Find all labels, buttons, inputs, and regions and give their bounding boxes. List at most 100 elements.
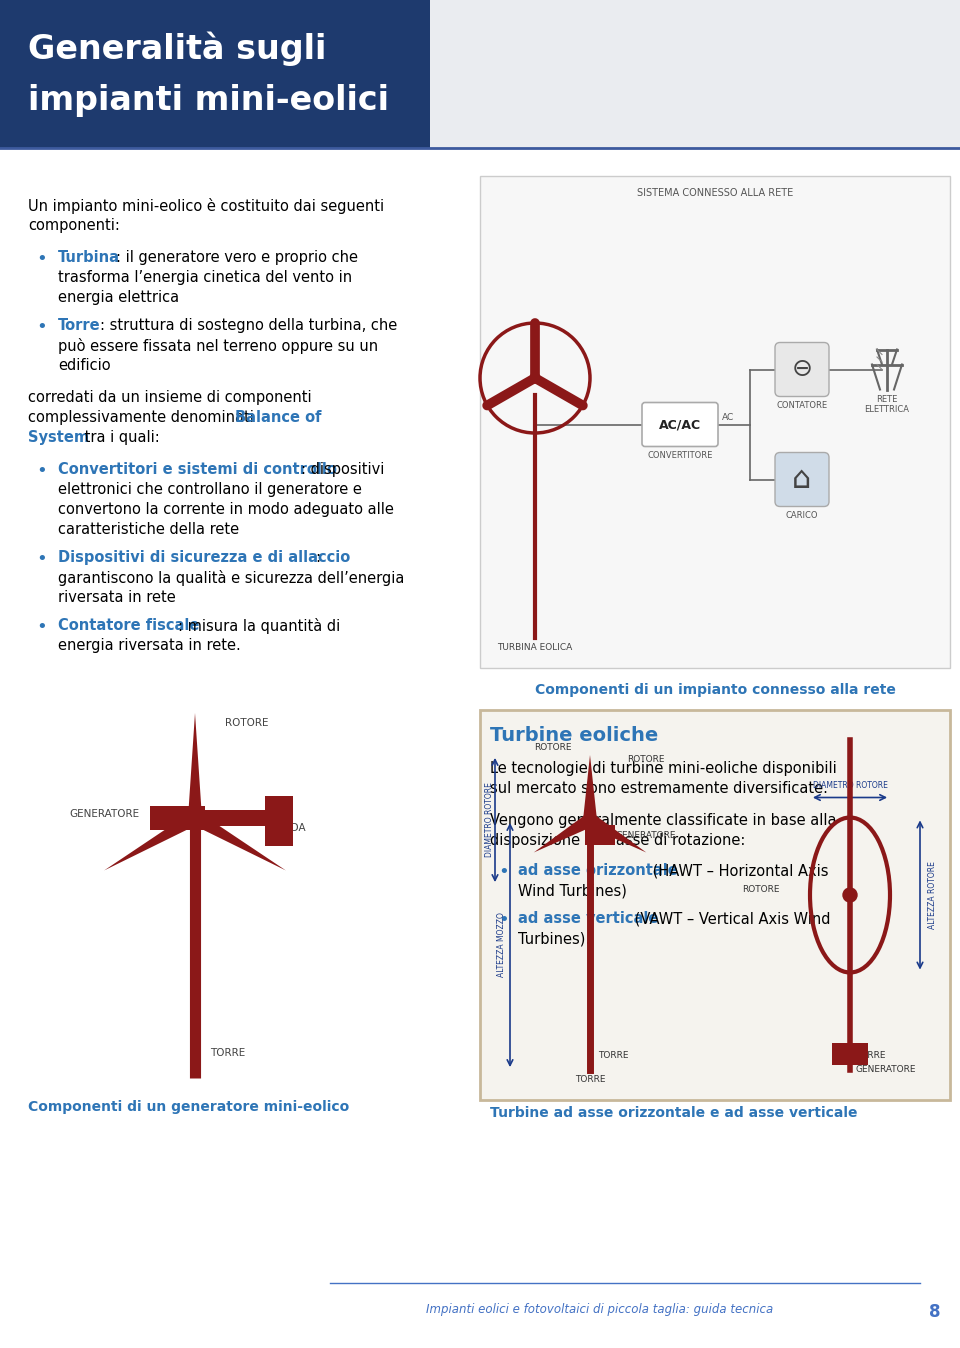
Text: Balance of: Balance of — [235, 410, 322, 425]
Text: Contatore fiscale: Contatore fiscale — [58, 617, 200, 634]
Text: Componenti di un impianto connesso alla rete: Componenti di un impianto connesso alla … — [535, 683, 896, 697]
Text: Turbina: Turbina — [58, 249, 120, 266]
Bar — [832, 1043, 868, 1065]
Text: Turbine eoliche: Turbine eoliche — [490, 727, 659, 745]
FancyBboxPatch shape — [642, 403, 718, 446]
Text: ALTEZZA MOZZO: ALTEZZA MOZZO — [497, 913, 507, 977]
Text: (VAWT – Vertical Axis Wind: (VAWT – Vertical Axis Wind — [630, 911, 830, 926]
Text: può essere fissata nel terreno oppure su un: può essere fissata nel terreno oppure su… — [58, 338, 378, 355]
Text: : dispositivi: : dispositivi — [301, 462, 384, 477]
Text: energia elettrica: energia elettrica — [58, 290, 180, 305]
Circle shape — [185, 807, 205, 828]
Text: Generalità sugli: Generalità sugli — [28, 32, 326, 66]
Text: tra i quali:: tra i quali: — [80, 430, 159, 445]
Text: garantiscono la qualità e sicurezza dell’energia: garantiscono la qualità e sicurezza dell… — [58, 570, 404, 586]
Text: AC/AC: AC/AC — [659, 418, 701, 431]
Text: complessivamente denominati: complessivamente denominati — [28, 410, 258, 425]
Text: ROTORE: ROTORE — [628, 755, 665, 764]
Polygon shape — [583, 755, 597, 820]
Polygon shape — [188, 713, 202, 818]
Text: •: • — [36, 318, 47, 336]
Bar — [265, 797, 293, 847]
Text: •: • — [36, 249, 47, 268]
Text: Impianti eolici e fotovoltaici di piccola taglia: guida tecnica: Impianti eolici e fotovoltaici di piccol… — [426, 1304, 774, 1316]
Text: elettronici che controllano il generatore e: elettronici che controllano il generator… — [58, 483, 362, 497]
Circle shape — [843, 888, 857, 902]
Text: (HAWT – Horizontal Axis: (HAWT – Horizontal Axis — [648, 863, 828, 878]
Text: sul mercato sono estremamente diversificate.: sul mercato sono estremamente diversific… — [490, 780, 828, 797]
Text: CARICO: CARICO — [785, 511, 818, 520]
Text: impianti mini-eolici: impianti mini-eolici — [28, 84, 389, 117]
Bar — [585, 825, 615, 845]
Text: :: : — [315, 550, 320, 565]
Text: TORRE: TORRE — [575, 1074, 605, 1084]
Text: riversata in rete: riversata in rete — [58, 590, 176, 605]
Text: SISTEMA CONNESSO ALLA RETE: SISTEMA CONNESSO ALLA RETE — [636, 187, 793, 198]
Text: CONVERTITORE: CONVERTITORE — [647, 452, 712, 461]
Text: Wind Turbines): Wind Turbines) — [518, 883, 627, 898]
Text: Un impianto mini-eolico è costituito dai seguenti: Un impianto mini-eolico è costituito dai… — [28, 198, 384, 214]
Bar — [203, 810, 278, 826]
Text: TURBINA EOLICA: TURBINA EOLICA — [497, 643, 572, 652]
Text: Le tecnologie di turbine mini-eoliche disponibili: Le tecnologie di turbine mini-eoliche di… — [490, 762, 837, 776]
Text: disposizione dell’asse di rotazione:: disposizione dell’asse di rotazione: — [490, 833, 745, 848]
Text: Turbines).: Turbines). — [518, 931, 590, 946]
Text: ad asse orizzontale: ad asse orizzontale — [518, 863, 678, 878]
Text: AC: AC — [722, 412, 734, 422]
FancyBboxPatch shape — [775, 342, 829, 396]
Polygon shape — [104, 811, 199, 871]
Text: ⊖: ⊖ — [791, 357, 812, 381]
Circle shape — [583, 813, 597, 828]
Text: TORRE: TORRE — [598, 1051, 629, 1060]
Text: Torre: Torre — [58, 318, 101, 333]
Text: RETE
ELETTRICA: RETE ELETTRICA — [865, 395, 909, 414]
Text: •: • — [498, 863, 509, 882]
Text: convertono la corrente in modo adeguato alle: convertono la corrente in modo adeguato … — [58, 501, 394, 518]
Text: Dispositivi di sicurezza e di allaccio: Dispositivi di sicurezza e di allaccio — [58, 550, 350, 565]
Polygon shape — [191, 811, 286, 871]
Polygon shape — [587, 814, 646, 852]
Text: Vengono generalmente classificate in base alla: Vengono generalmente classificate in bas… — [490, 813, 836, 828]
Text: GENERATORE: GENERATORE — [855, 1065, 916, 1074]
Text: componenti:: componenti: — [28, 218, 120, 233]
Bar — [150, 806, 205, 830]
Text: DIAMETRO ROTORE: DIAMETRO ROTORE — [486, 783, 494, 857]
Circle shape — [530, 373, 540, 383]
Text: TORRE: TORRE — [855, 1050, 885, 1060]
Text: •: • — [36, 462, 47, 480]
Text: : misura la quantità di: : misura la quantità di — [178, 617, 340, 634]
Text: edificio: edificio — [58, 359, 110, 373]
Text: ⌂: ⌂ — [792, 465, 812, 493]
Text: CODA: CODA — [275, 824, 305, 833]
Text: : struttura di sostegno della turbina, che: : struttura di sostegno della turbina, c… — [100, 318, 397, 333]
Text: Turbine ad asse orizzontale e ad asse verticale: Turbine ad asse orizzontale e ad asse ve… — [490, 1105, 857, 1120]
Text: System: System — [28, 430, 89, 445]
Text: ROTORE: ROTORE — [534, 743, 571, 751]
Text: GENERATORE: GENERATORE — [615, 830, 676, 840]
Text: TORRE: TORRE — [210, 1047, 245, 1058]
Text: corredati da un insieme di componenti: corredati da un insieme di componenti — [28, 390, 312, 404]
Text: ROTORE: ROTORE — [225, 718, 269, 728]
Text: energia riversata in rete.: energia riversata in rete. — [58, 638, 241, 652]
Text: Componenti di un generatore mini-eolico: Componenti di un generatore mini-eolico — [28, 1100, 349, 1113]
Text: •: • — [36, 617, 47, 636]
Bar — [480, 710, 950, 1100]
Polygon shape — [534, 814, 593, 852]
Text: ROTORE: ROTORE — [742, 886, 780, 895]
Text: GENERATORE: GENERATORE — [70, 809, 140, 820]
Text: caratteristiche della rete: caratteristiche della rete — [58, 522, 239, 537]
Text: 8: 8 — [929, 1304, 941, 1321]
Text: Convertitori e sistemi di controllo: Convertitori e sistemi di controllo — [58, 462, 337, 477]
Bar — [0, 0, 430, 148]
Text: ad asse verticale: ad asse verticale — [518, 911, 659, 926]
Bar — [430, 0, 960, 148]
Text: trasforma l’energia cinetica del vento in: trasforma l’energia cinetica del vento i… — [58, 270, 352, 284]
Bar — [480, 177, 950, 669]
Text: •: • — [498, 911, 509, 929]
FancyBboxPatch shape — [775, 453, 829, 507]
Text: CONTATORE: CONTATORE — [777, 402, 828, 411]
Text: ALTEZZA ROTORE: ALTEZZA ROTORE — [928, 861, 937, 929]
Text: DIAMETRO ROTORE: DIAMETRO ROTORE — [812, 780, 887, 790]
Text: •: • — [36, 550, 47, 568]
Text: : il generatore vero e proprio che: : il generatore vero e proprio che — [116, 249, 358, 266]
